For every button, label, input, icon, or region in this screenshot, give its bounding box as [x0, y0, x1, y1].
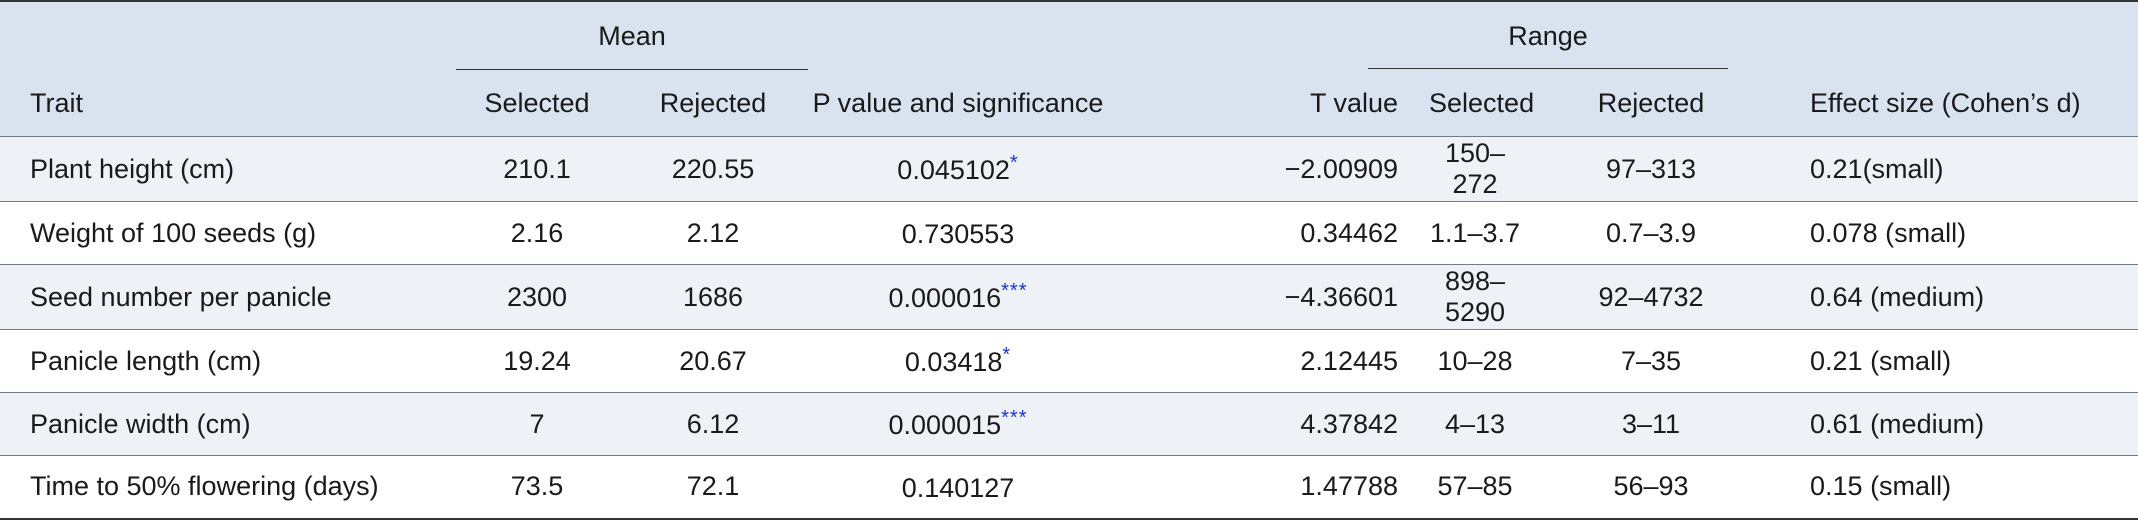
cell-mean-rejected: 6.12 — [618, 392, 809, 456]
table-row: Weight of 100 seeds (g) 2.16 2.12 0.7305… — [0, 201, 2138, 265]
cell-mean-selected: 2300 — [456, 264, 618, 330]
column-header-t-value: T value — [1309, 87, 1399, 118]
cell-range-selected: 898–5290 — [1428, 264, 1523, 330]
cell-t-value: 1.47788 — [1108, 455, 1429, 520]
cell-range-rejected: 7–35 — [1522, 329, 1781, 393]
cell-t-value: 0.34462 — [1108, 201, 1429, 265]
column-header-trait: Trait — [30, 87, 83, 118]
cell-trait: Seed number per panicle — [0, 264, 456, 330]
cell-trait: Panicle width (cm) — [0, 392, 456, 456]
cell-mean-rejected: 72.1 — [618, 455, 809, 520]
table-header: Mean Range Trait Selected Rejected P val… — [0, 0, 2138, 137]
cell-range-selected: 10–28 — [1428, 329, 1523, 393]
cell-range-selected: 1.1–3.7 — [1428, 201, 1523, 265]
column-header-range-selected: Selected — [1429, 87, 1535, 118]
p-value-text: 0.730553 — [901, 219, 1015, 249]
cell-effect-size: 0.21 (small) — [1780, 329, 2138, 393]
cell-t-value: 4.37842 — [1108, 392, 1429, 456]
cell-trait: Plant height (cm) — [0, 136, 456, 202]
header-spacer — [1780, 0, 2138, 70]
cell-p-value: 0.140127 — [808, 455, 1109, 520]
column-header-effect-size: Effect size (Cohen’s d) — [1810, 87, 2081, 118]
cell-mean-selected: 2.16 — [456, 201, 618, 265]
cell-t-value: −4.36601 — [1108, 264, 1429, 330]
group-header-range-label: Range — [1508, 21, 1588, 51]
cell-trait: Time to 50% flowering (days) — [0, 455, 456, 520]
cell-range-rejected: 3–11 — [1522, 392, 1781, 456]
cell-effect-size: 0.15 (small) — [1780, 455, 2138, 520]
cell-p-value: 0.000015*** — [808, 392, 1109, 456]
cell-effect-size: 0.21(small) — [1780, 136, 2138, 202]
column-header-range-rejected: Rejected — [1597, 87, 1705, 118]
p-value-text: 0.045102 — [897, 155, 1010, 185]
group-header-mean-label: Mean — [598, 20, 666, 51]
significance-marker: * — [1009, 152, 1019, 174]
cell-mean-selected: 210.1 — [456, 136, 618, 202]
cell-effect-size: 0.64 (medium) — [1780, 264, 2138, 330]
header-spacer — [808, 0, 1109, 70]
table-row: Time to 50% flowering (days) 73.5 72.1 0… — [0, 455, 2138, 520]
cell-trait: Panicle length (cm) — [0, 329, 456, 393]
table-row: Panicle width (cm) 7 6.12 0.000015*** 4.… — [0, 392, 2138, 456]
group-header-range: Range — [1368, 0, 1781, 70]
p-value-text: 0.000015 — [888, 410, 1002, 440]
column-header-p-value: P value and significance — [812, 87, 1104, 118]
cell-range-selected: 150–272 — [1428, 136, 1523, 202]
cell-effect-size: 0.61 (medium) — [1780, 392, 2138, 456]
cell-range-rejected: 92–4732 — [1522, 264, 1781, 330]
column-header-mean-rejected: Rejected — [659, 87, 767, 118]
cell-t-value: 2.12445 — [1108, 329, 1429, 393]
cell-range-rejected: 0.7–3.9 — [1522, 201, 1781, 265]
table-row: Seed number per panicle 2300 1686 0.0000… — [0, 264, 2138, 330]
column-header-mean-selected: Selected — [484, 87, 590, 118]
significance-marker: *** — [1001, 407, 1028, 429]
table-body: Plant height (cm) 210.1 220.55 0.045102*… — [0, 136, 2138, 520]
group-underline-mean — [456, 69, 809, 70]
cell-mean-rejected: 220.55 — [618, 136, 809, 202]
header-spacer — [0, 0, 456, 70]
cell-range-rejected: 56–93 — [1522, 455, 1781, 520]
cell-p-value: 0.03418* — [808, 329, 1109, 393]
cell-t-value: −2.00909 — [1108, 136, 1429, 202]
cell-p-value: 0.000016*** — [808, 264, 1109, 330]
cell-mean-selected: 73.5 — [456, 455, 618, 520]
cell-mean-selected: 19.24 — [456, 329, 618, 393]
cell-range-selected: 4–13 — [1428, 392, 1523, 456]
table-row: Panicle length (cm) 19.24 20.67 0.03418*… — [0, 329, 2138, 393]
cell-mean-rejected: 2.12 — [618, 201, 809, 265]
cell-mean-selected: 7 — [456, 392, 618, 456]
p-value-text: 0.000016 — [888, 283, 1002, 313]
cell-effect-size: 0.078 (small) — [1780, 201, 2138, 265]
cell-trait: Weight of 100 seeds (g) — [0, 201, 456, 265]
cell-range-selected: 57–85 — [1428, 455, 1523, 520]
cell-range-rejected: 97–313 — [1522, 136, 1781, 202]
significance-marker: *** — [1001, 280, 1028, 302]
cell-p-value: 0.730553 — [808, 201, 1109, 265]
header-spacer — [1108, 0, 1429, 70]
table-row: Plant height (cm) 210.1 220.55 0.045102*… — [0, 136, 2138, 202]
group-underline-range — [1368, 68, 1729, 69]
p-value-text: 0.140127 — [901, 472, 1015, 503]
cell-p-value: 0.045102* — [808, 136, 1109, 202]
group-header-mean: Mean — [456, 0, 809, 70]
significance-marker: * — [1002, 344, 1012, 366]
cell-mean-rejected: 1686 — [618, 264, 809, 330]
cell-mean-rejected: 20.67 — [618, 329, 809, 393]
p-value-text: 0.03418 — [904, 347, 1003, 377]
